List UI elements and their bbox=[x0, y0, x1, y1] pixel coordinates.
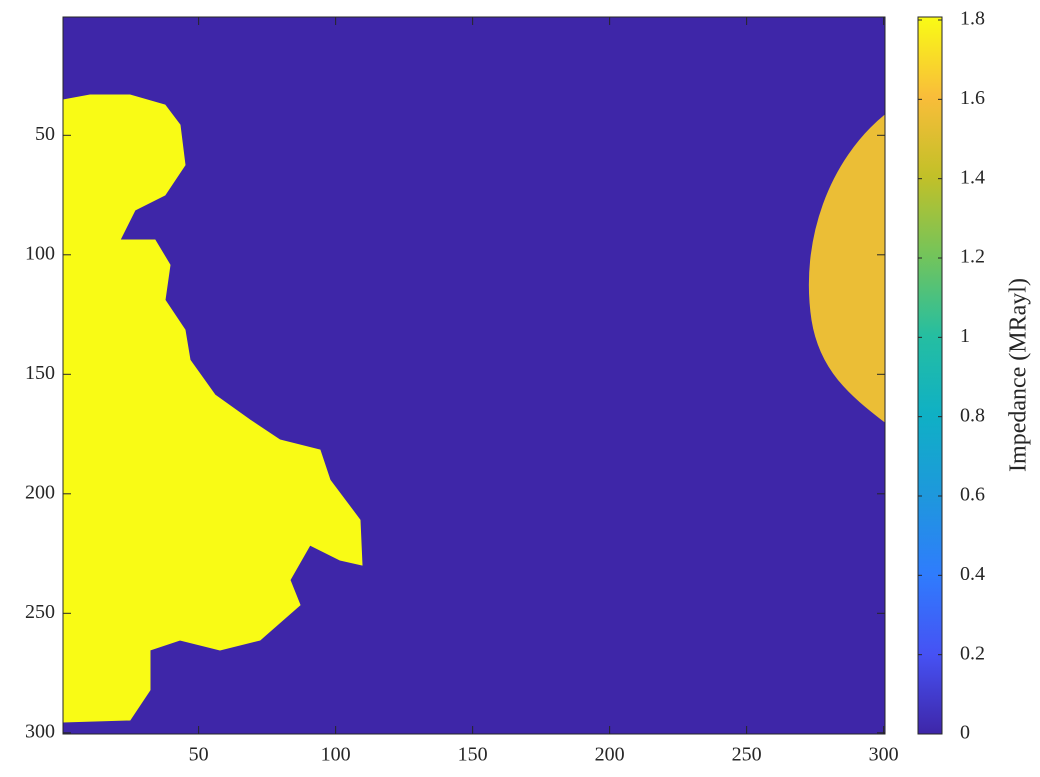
x-tick-label: 250 bbox=[732, 744, 762, 766]
x-tick-label: 150 bbox=[458, 744, 488, 766]
colorbar-tick-label: 0 bbox=[960, 722, 970, 744]
y-tick-label: 200 bbox=[25, 481, 55, 503]
y-tick-label: 250 bbox=[25, 601, 55, 623]
y-tick-label: 300 bbox=[25, 720, 55, 742]
x-tick-label: 300 bbox=[869, 744, 899, 766]
colorbar-tick-label: 1.8 bbox=[960, 8, 985, 30]
colorbar-tick-label: 1 bbox=[960, 325, 970, 347]
colorbar-tick-label: 1.2 bbox=[960, 246, 985, 268]
colorbar bbox=[918, 17, 942, 734]
colorbar-tick-label: 1.4 bbox=[960, 166, 985, 188]
colorbar-label: Impedance (MRayl) bbox=[1006, 278, 1032, 472]
y-tick-label: 150 bbox=[25, 362, 55, 384]
chart: Impedance (MRayl) 5010015020025030050100… bbox=[0, 0, 1040, 777]
colorbar-tick-label: 0.4 bbox=[960, 563, 985, 585]
colorbar-tick-label: 0.6 bbox=[960, 484, 985, 506]
y-tick-label: 50 bbox=[35, 123, 55, 145]
colorbar-tick-label: 0.2 bbox=[960, 642, 985, 664]
x-tick-label: 50 bbox=[189, 744, 209, 766]
y-tick-label: 100 bbox=[25, 242, 55, 264]
x-tick-label: 100 bbox=[321, 744, 351, 766]
colorbar-tick-label: 1.6 bbox=[960, 87, 985, 109]
colorbar-tick-label: 0.8 bbox=[960, 404, 985, 426]
x-tick-label: 200 bbox=[595, 744, 625, 766]
